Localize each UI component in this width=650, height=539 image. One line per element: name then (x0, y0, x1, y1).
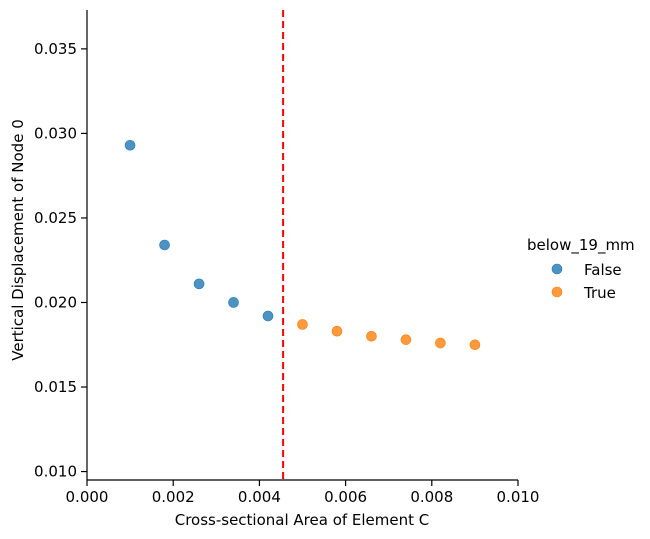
data-point-true (435, 337, 446, 349)
data-point-false (262, 310, 274, 322)
data-point-true (331, 325, 343, 337)
data-point-true (469, 339, 481, 351)
x-tick-label: 0.010 (497, 488, 540, 506)
x-axis: 0.000 0.002 0.004 0.006 0.008 0.010 (66, 479, 540, 506)
data-point-false (159, 239, 170, 251)
data-point-true (297, 319, 308, 330)
x-tick-label: 0.008 (410, 488, 453, 506)
data-point-true (366, 330, 377, 342)
data-point-false (124, 139, 136, 151)
legend-label: False (584, 261, 622, 279)
y-axis: 0.010 0.015 0.020 0.025 0.030 0.035 (34, 10, 88, 481)
x-tick-label: 0.002 (152, 488, 195, 506)
data-point-false (193, 278, 205, 290)
x-tick-label: 0.004 (238, 488, 281, 506)
data-points (124, 139, 481, 351)
legend-marker (551, 263, 563, 275)
y-tick-label: 0.035 (34, 40, 77, 58)
legend-label: True (583, 284, 616, 302)
data-point-false (228, 297, 239, 308)
y-tick-label: 0.010 (34, 463, 77, 481)
legend-entries: False True (551, 261, 622, 302)
y-tick-label: 0.015 (34, 378, 77, 396)
legend: below_19_mm False True (527, 236, 635, 302)
y-tick-label: 0.030 (34, 124, 77, 142)
y-axis-title: Vertical Displacement of Node 0 (9, 119, 27, 361)
y-tick-label: 0.025 (34, 209, 77, 227)
legend-title: below_19_mm (527, 236, 635, 255)
x-tick-label: 0.000 (66, 488, 109, 506)
x-tick-label: 0.006 (324, 488, 367, 506)
data-point-true (400, 334, 412, 345)
legend-marker (551, 286, 563, 298)
x-axis-title: Cross-sectional Area of Element C (175, 511, 430, 529)
y-tick-label: 0.020 (34, 293, 77, 311)
